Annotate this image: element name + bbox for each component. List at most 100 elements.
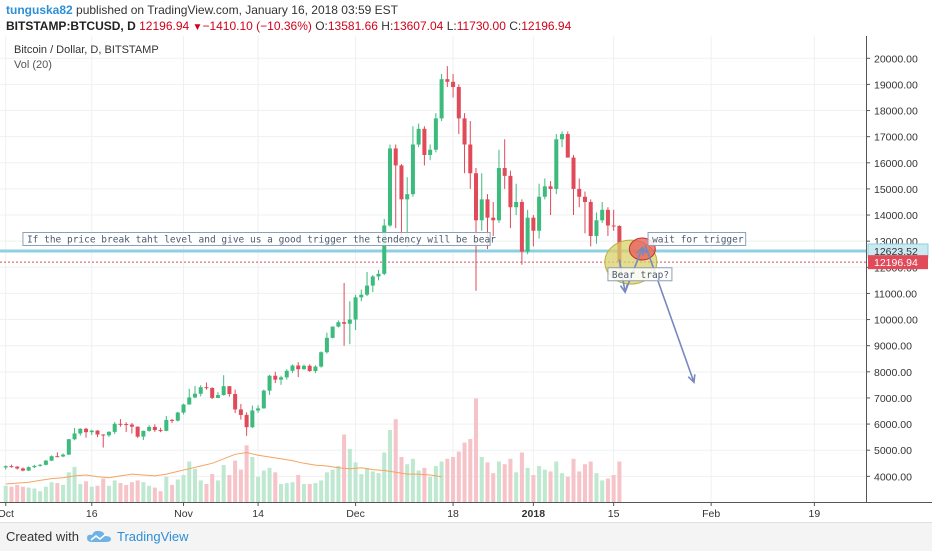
volume-bar [296, 475, 301, 502]
price-tick-label: 16000.00 [874, 158, 918, 170]
volume-bar [78, 484, 83, 502]
candle-body [451, 81, 456, 88]
volume-bar [250, 457, 255, 502]
volume-bar [215, 480, 220, 502]
candle-body [342, 322, 347, 324]
price-tick-label: 7000.00 [874, 393, 912, 405]
candle-body [347, 319, 352, 324]
volume-bar [38, 491, 43, 502]
volume-bar [181, 475, 186, 502]
volume-bar [124, 484, 129, 502]
candle-body [600, 209, 605, 221]
volume-bar [9, 486, 14, 502]
volume-bar [313, 483, 318, 502]
candlestick-chart[interactable]: If the price break taht level and give u… [0, 36, 932, 522]
candle-body [49, 456, 54, 461]
volume-bar [43, 486, 48, 502]
volume-bar [106, 485, 111, 502]
candle-body [307, 365, 312, 372]
volume-bar [61, 484, 66, 502]
volume-bar [267, 467, 272, 502]
candle-body [112, 423, 117, 432]
volume-bar [519, 452, 524, 502]
candle-body [474, 173, 479, 221]
price-tick-label: 15000.00 [874, 184, 918, 196]
candle-body [210, 388, 215, 398]
volume-bar [353, 462, 358, 502]
candle-body [147, 426, 152, 431]
price-lines-layer [0, 249, 866, 263]
volume-bar [405, 464, 410, 502]
candle-body [256, 408, 261, 411]
volume-bar [474, 398, 479, 502]
candle-body [565, 134, 570, 158]
volume-bar [600, 480, 605, 502]
volume-bar [55, 483, 60, 502]
volume-bar [244, 445, 249, 502]
price-tick-label: 5000.00 [874, 445, 912, 457]
volume-bar [410, 458, 415, 502]
volume-bar [198, 480, 203, 502]
symbol-label: BITSTAMP:BTCUSD, D [6, 19, 136, 33]
candle-body [479, 199, 484, 221]
candle-body [170, 419, 175, 421]
volume-bar [95, 485, 100, 502]
volume-bar [238, 469, 243, 502]
volume-bar [284, 483, 289, 502]
volume-bar [101, 478, 106, 502]
candle-body [244, 414, 249, 428]
volume-bar [227, 475, 232, 502]
volume-bar [485, 462, 490, 502]
volume-bar [537, 466, 542, 502]
candle-body [238, 409, 243, 415]
volume-bar [416, 470, 421, 502]
drawings-layer: If the price break taht level and give u… [22, 231, 747, 384]
volume-bar [32, 488, 37, 502]
candle-body [135, 426, 140, 437]
publish-info: published on TradingView.com, January 16… [72, 3, 399, 17]
price-tick-label: 14000.00 [874, 210, 918, 222]
volume-bar [273, 472, 278, 502]
candle-body [72, 433, 77, 440]
volume-bar [324, 472, 329, 502]
candle-body [353, 297, 358, 320]
volume-ma-layer [5, 451, 442, 485]
time-tick-label: Dec [346, 508, 365, 520]
volume-bar [462, 442, 467, 502]
candle-body [531, 217, 536, 231]
author-link[interactable]: tunguska82 [6, 3, 73, 17]
candles-layer [3, 66, 622, 472]
candle-body [462, 118, 467, 145]
volume-bar [433, 466, 438, 502]
volume-bar [164, 476, 169, 502]
candle-body [456, 87, 461, 119]
price-tick-label: 20000.00 [874, 53, 918, 65]
candle-body [78, 428, 83, 434]
candle-body [175, 412, 180, 421]
tradingview-brand-link[interactable]: TradingView [117, 529, 189, 544]
candle-body [66, 439, 71, 455]
volume-bar [565, 476, 570, 502]
axis-layer: 20000.00 19000.00 18000.00 17000.00 16000.00… [0, 36, 932, 522]
candle-body [124, 424, 129, 426]
volume-bar [175, 479, 180, 502]
candle-body [485, 199, 490, 218]
candle-body [519, 201, 524, 252]
price-tick-label: 6000.00 [874, 419, 912, 431]
candle-body [89, 430, 94, 433]
last-price-label: 12196.94 [874, 257, 918, 269]
close-value: 12196.94 [521, 19, 572, 33]
volume-bar [451, 457, 456, 502]
price-tick-label: 18000.00 [874, 106, 918, 118]
volume-bar [456, 451, 461, 502]
volume-bar [393, 419, 398, 502]
candle-body [416, 128, 421, 145]
volume-bar [445, 458, 450, 502]
candle-body [525, 217, 530, 252]
publish-line: tunguska82 published on TradingView.com,… [6, 3, 398, 17]
time-tick-label: 14 [252, 508, 264, 520]
volume-bar [376, 473, 381, 502]
volume-bar [210, 474, 215, 502]
grid-layer [0, 36, 866, 502]
price-tick-label: 19000.00 [874, 79, 918, 91]
